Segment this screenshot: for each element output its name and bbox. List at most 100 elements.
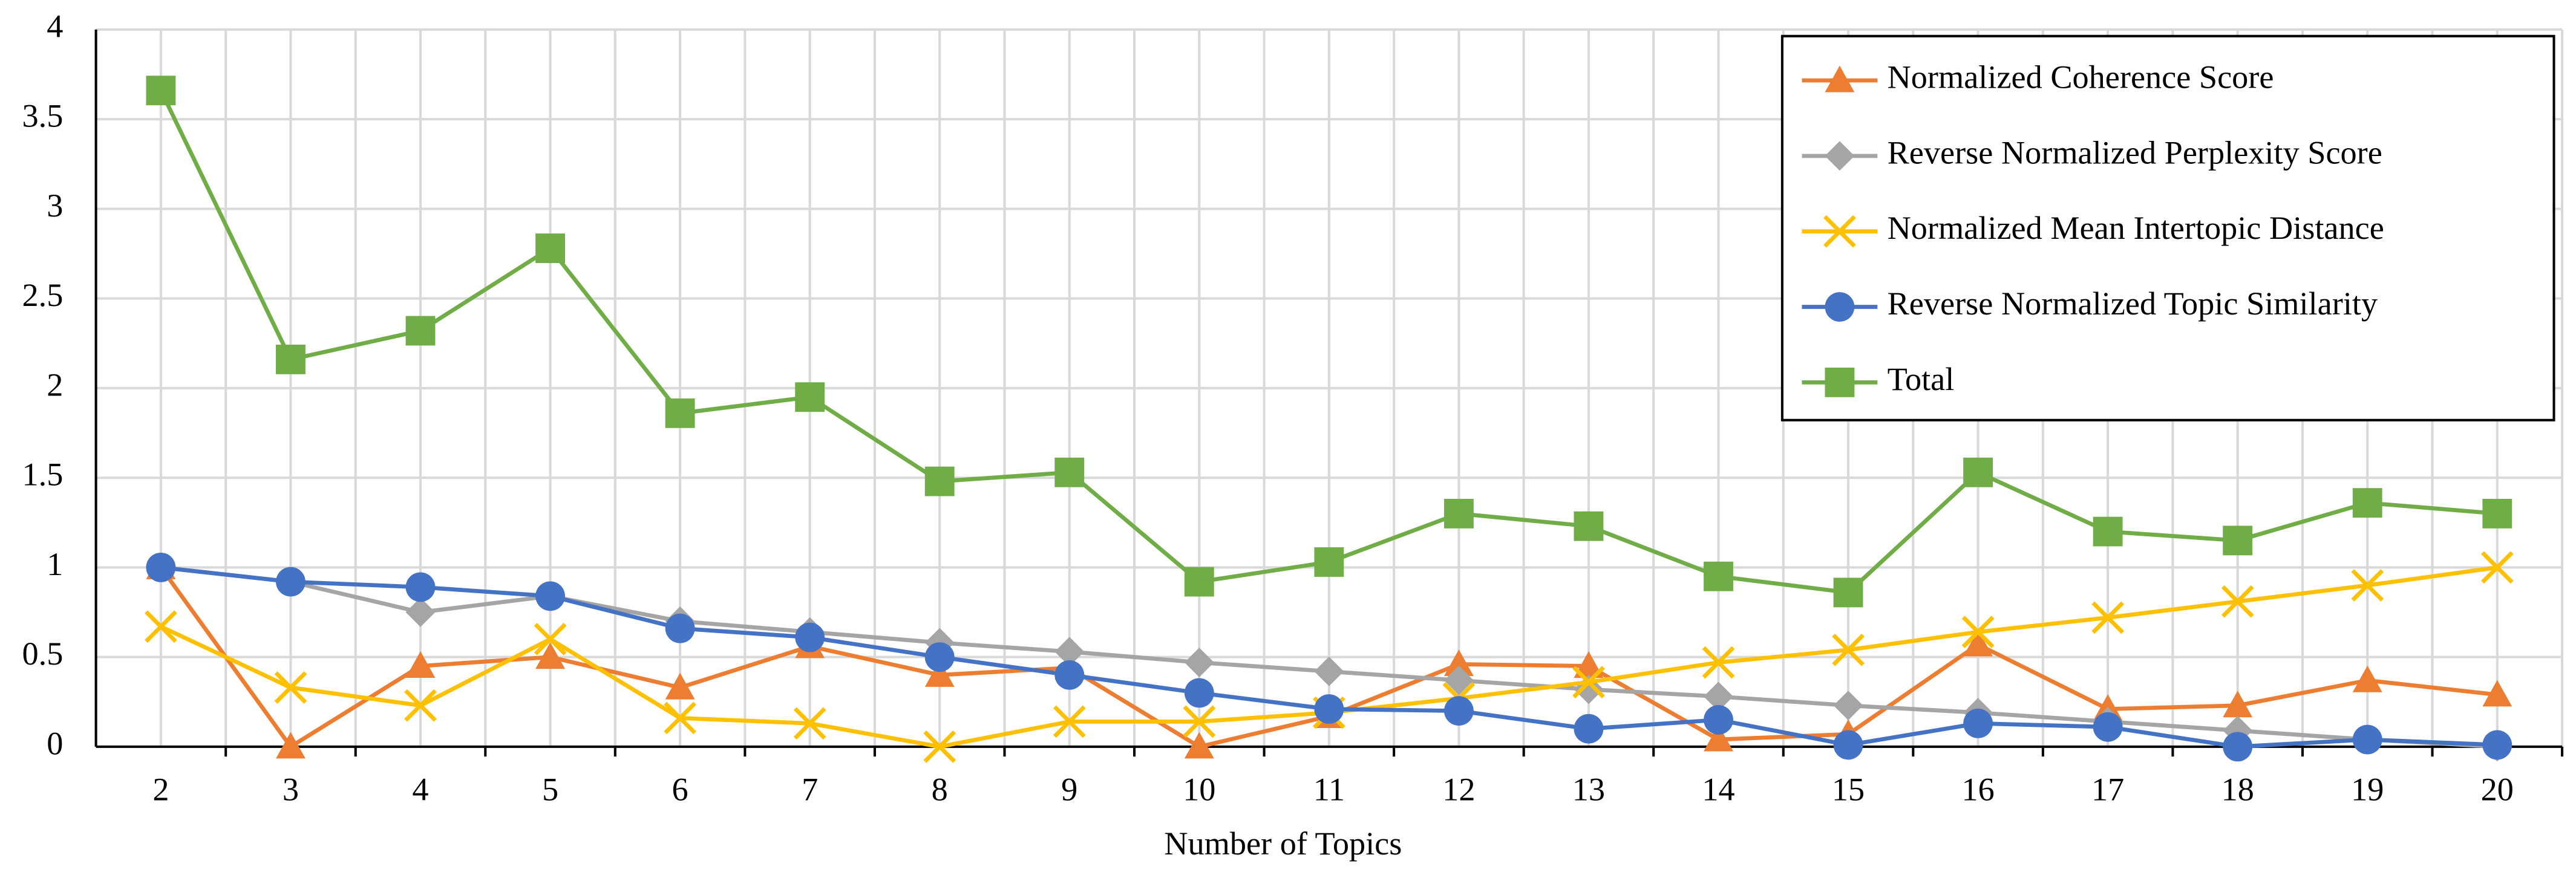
marker [1825, 367, 1855, 397]
y-tick-label: 3 [47, 187, 63, 224]
marker [1961, 616, 1995, 648]
marker [2223, 691, 2253, 718]
marker [2091, 601, 2124, 634]
marker [2482, 730, 2512, 760]
marker [2223, 525, 2253, 556]
marker [1833, 691, 1863, 721]
y-tick-label: 4 [47, 8, 63, 44]
marker [664, 701, 696, 735]
y-tick-label: 2 [47, 366, 63, 403]
marker [1702, 646, 1735, 679]
series [146, 552, 2512, 762]
marker [1704, 561, 1733, 591]
marker [2352, 488, 2382, 518]
marker [1054, 637, 1085, 667]
marker [146, 552, 176, 582]
marker [276, 567, 306, 597]
marker [1572, 666, 1605, 698]
marker [2351, 569, 2384, 602]
y-tick-label: 1.5 [22, 457, 63, 493]
marker [1574, 651, 1604, 678]
marker [145, 610, 177, 643]
marker [405, 316, 436, 346]
y-tick-label: 0 [47, 725, 63, 761]
marker [405, 597, 436, 627]
marker [924, 642, 955, 672]
x-tick-label: 15 [1832, 771, 1865, 807]
x-tick-label: 10 [1183, 771, 1215, 807]
marker [1184, 567, 1214, 597]
marker [276, 344, 306, 374]
marker [1825, 292, 1855, 322]
marker [2221, 585, 2254, 618]
marker [665, 672, 695, 700]
marker [2480, 551, 2514, 584]
marker [1823, 215, 1856, 248]
marker [665, 613, 695, 643]
marker [1053, 705, 1086, 738]
marker [1314, 547, 1344, 577]
x-tick-label: 8 [932, 771, 948, 807]
y-tick-label: 1 [47, 546, 63, 582]
y-tick-label: 0.5 [22, 636, 63, 672]
marker [405, 572, 436, 602]
marker [1054, 457, 1085, 487]
marker [1963, 708, 1993, 738]
x-tick-label: 9 [1061, 771, 1077, 807]
marker [146, 76, 176, 106]
marker [2482, 680, 2512, 707]
marker [924, 660, 955, 687]
marker [795, 622, 825, 652]
marker [1443, 498, 1474, 528]
x-tick-label: 14 [1702, 771, 1734, 807]
marker [2093, 712, 2123, 742]
marker [1184, 678, 1214, 708]
marker [924, 466, 955, 496]
marker [1832, 633, 1865, 666]
legend-box [1780, 34, 2555, 421]
marker [1825, 141, 1855, 171]
marker [1184, 732, 1214, 759]
legend-label: Normalized Coherence Score [1888, 59, 2274, 95]
marker [2352, 724, 2382, 755]
legend-label: Reverse Normalized Perplexity Score [1888, 134, 2382, 171]
x-tick-label: 20 [2481, 771, 2514, 807]
x-tick-label: 17 [2091, 771, 2124, 807]
marker [1184, 648, 1214, 677]
marker [1443, 696, 1474, 726]
marker [1833, 730, 1863, 760]
x-tick-label: 2 [152, 771, 169, 807]
marker [1314, 656, 1344, 686]
legend-label: Total [1888, 361, 1955, 397]
x-tick-label: 13 [1572, 771, 1605, 807]
marker [535, 581, 565, 611]
series [146, 76, 2512, 608]
x-tick-label: 16 [1961, 771, 1994, 807]
marker [534, 623, 567, 655]
marker [1054, 660, 1085, 690]
marker [2093, 516, 2123, 547]
marker [1574, 714, 1604, 744]
x-tick-label: 12 [1442, 771, 1475, 807]
x-tick-label: 4 [412, 771, 428, 807]
x-tick-label: 5 [542, 771, 558, 807]
marker [1963, 457, 1993, 487]
marker [1704, 724, 1733, 752]
marker [2352, 665, 2382, 692]
marker [923, 730, 956, 763]
marker [1704, 704, 1733, 735]
marker [793, 707, 826, 740]
legend-label: Normalized Mean Intertopic Distance [1888, 210, 2384, 246]
x-tick-label: 19 [2351, 771, 2384, 807]
x-tick-label: 11 [1313, 771, 1345, 807]
marker [1833, 577, 1863, 608]
marker [2223, 732, 2253, 762]
marker [1183, 705, 1216, 738]
x-tick-label: 18 [2221, 771, 2254, 807]
x-axis-title: Number of Topics [1164, 825, 1402, 862]
marker [2482, 498, 2512, 528]
marker [1825, 65, 1855, 93]
marker [274, 671, 307, 704]
legend-label: Reverse Normalized Topic Similarity [1888, 285, 2378, 322]
